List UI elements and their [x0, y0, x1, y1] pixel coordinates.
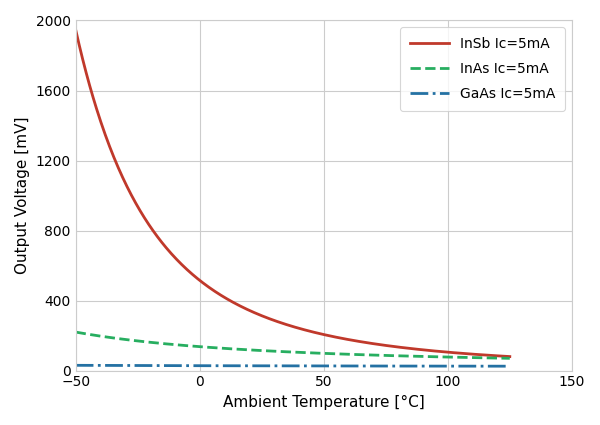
InSb Ic=5mA	[506, 354, 514, 359]
GaAs Ic=5mA	[72, 363, 79, 368]
InAs Ic=5mA	[281, 349, 288, 354]
InAs Ic=5mA	[428, 354, 435, 359]
InSb Ic=5mA	[496, 354, 503, 359]
InAs Ic=5mA	[307, 350, 314, 355]
InSb Ic=5mA	[331, 334, 338, 339]
InAs Ic=5mA	[331, 351, 338, 356]
Legend: InSb Ic=5mA, InAs Ic=5mA, GaAs Ic=5mA: InSb Ic=5mA, InAs Ic=5mA, GaAs Ic=5mA	[400, 28, 565, 111]
InSb Ic=5mA	[278, 320, 286, 326]
Line: InSb Ic=5mA: InSb Ic=5mA	[76, 30, 510, 357]
InSb Ic=5mA	[307, 329, 314, 334]
InAs Ic=5mA	[506, 356, 514, 361]
InSb Ic=5mA	[428, 348, 435, 353]
InAs Ic=5mA	[278, 349, 286, 354]
InAs Ic=5mA	[496, 356, 503, 361]
Y-axis label: Output Voltage [mV]: Output Voltage [mV]	[15, 117, 30, 274]
GaAs Ic=5mA	[307, 363, 314, 368]
GaAs Ic=5mA	[506, 364, 514, 369]
X-axis label: Ambient Temperature [°C]: Ambient Temperature [°C]	[223, 395, 425, 410]
Line: InAs Ic=5mA: InAs Ic=5mA	[76, 332, 510, 358]
InAs Ic=5mA	[72, 329, 79, 334]
GaAs Ic=5mA	[331, 363, 338, 368]
GaAs Ic=5mA	[428, 363, 435, 368]
GaAs Ic=5mA	[278, 363, 286, 368]
InSb Ic=5mA	[72, 27, 79, 32]
GaAs Ic=5mA	[496, 364, 503, 369]
InSb Ic=5mA	[281, 321, 288, 326]
GaAs Ic=5mA	[281, 363, 288, 368]
